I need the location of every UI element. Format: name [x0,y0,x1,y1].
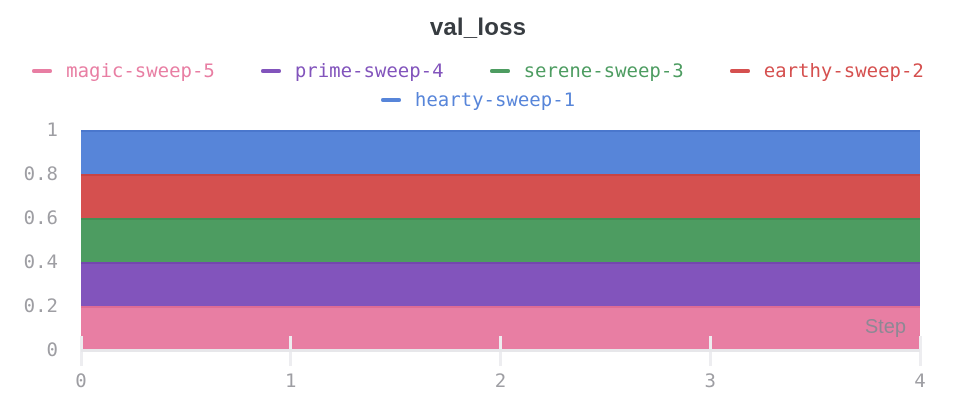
x-axis-line [81,349,920,352]
legend-line-swatch-icon [260,69,281,73]
legend-label: hearty-sweep-1 [414,89,576,111]
legend-label: magic-sweep-5 [66,60,215,82]
legend-item-prime-sweep-4[interactable]: prime-sweep-4 [260,58,444,84]
legend-label: prime-sweep-4 [294,60,444,82]
x-axis-title: Step [864,316,906,338]
x-tick-label: 4 [914,370,926,392]
y-tick-label: 1 [46,119,58,141]
area-band-earthy-sweep-2 [81,174,920,218]
x-tick-mark [918,336,922,366]
y-tick-label: 0.4 [23,251,58,273]
x-tick-label: 1 [285,370,297,392]
legend: magic-sweep-5 prime-sweep-4 serene-sweep-3… [0,58,956,113]
x-tick-label: 0 [75,370,87,392]
y-tick-label: 0 [46,339,58,361]
legend-line-swatch-icon [729,69,750,73]
x-tick-label: 2 [494,370,507,392]
legend-line-swatch-icon [32,69,53,73]
area-band-serene-sweep-3 [81,218,920,262]
legend-item-serene-sweep-3[interactable]: serene-sweep-3 [489,58,684,84]
legend-label: serene-sweep-3 [523,60,684,82]
x-tick-label: 3 [704,370,716,392]
legend-line-swatch-icon [489,69,510,73]
y-axis-labels: 0 0.2 0.4 0.6 0.8 1 [0,119,58,361]
area-band-prime-sweep-4 [81,262,920,306]
legend-label: earthy-sweep-2 [763,60,924,82]
legend-item-magic-sweep-5[interactable]: magic-sweep-5 [32,58,215,84]
legend-item-earthy-sweep-2[interactable]: earthy-sweep-2 [729,58,924,84]
y-tick-label: 0.2 [23,295,58,317]
legend-line-swatch-icon [380,98,401,102]
legend-item-hearty-sweep-1[interactable]: hearty-sweep-1 [380,87,576,113]
plot-area[interactable]: Step [79,130,922,366]
x-axis-labels: 0 1 2 3 4 [75,368,925,394]
y-tick-label: 0.6 [23,207,58,229]
chart-title: val_loss [429,14,527,41]
y-tick-label: 0.8 [23,163,58,185]
area-band-hearty-sweep-1 [81,130,920,174]
